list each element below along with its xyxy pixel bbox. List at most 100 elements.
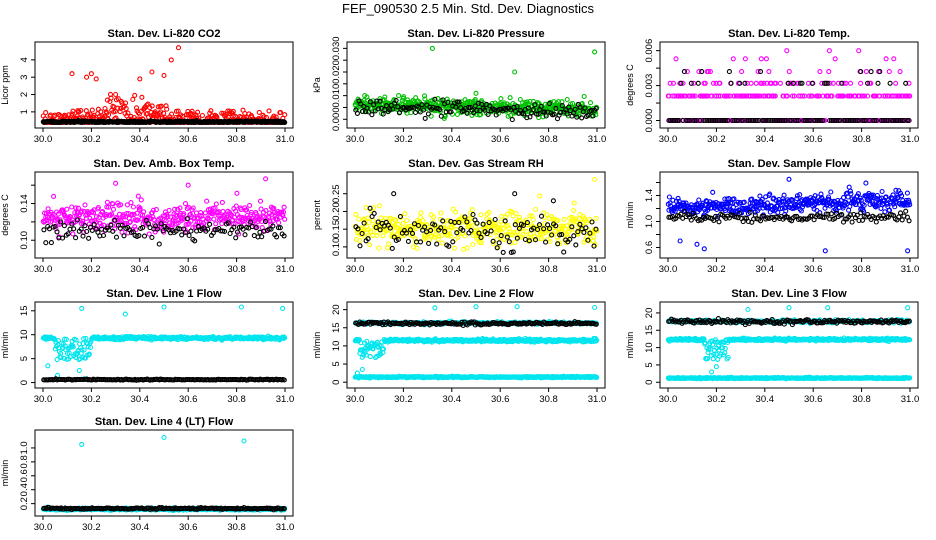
data-point [383, 103, 390, 109]
y-tick-label: 2 [19, 92, 30, 97]
data-point [501, 100, 507, 106]
y-tick-label: 0.10 [19, 231, 30, 250]
data-point [370, 218, 376, 224]
x-tick-label: 30.2 [82, 264, 101, 275]
data-point [858, 80, 864, 86]
data-point [280, 305, 286, 311]
data-point [48, 240, 54, 246]
data-point [61, 223, 67, 229]
data-point [135, 193, 141, 199]
data-point [592, 176, 598, 183]
data-point [370, 232, 376, 238]
x-tick-label: 30.4 [131, 394, 150, 405]
data-point [122, 311, 128, 317]
data-point [125, 110, 131, 116]
data-point [849, 219, 855, 225]
data-point [537, 193, 543, 199]
data-point [213, 201, 219, 207]
data-point [412, 109, 419, 116]
x-tick-label: 30.4 [443, 394, 462, 405]
data-point [582, 105, 588, 111]
data-point [512, 239, 518, 245]
y-tick-label: 15 [19, 305, 30, 316]
data-point [509, 117, 515, 123]
x-tick-label: 30.6 [804, 264, 823, 275]
data-point [550, 198, 556, 204]
data-point [716, 93, 722, 99]
data-point [207, 221, 213, 227]
data-point [535, 111, 541, 117]
data-point [521, 111, 527, 117]
data-point [175, 45, 182, 51]
data-point [847, 80, 854, 86]
data-point [453, 104, 459, 110]
y-tick-label: 4 [19, 57, 30, 62]
plot-frame [34, 41, 294, 129]
data-point [78, 108, 84, 114]
y-tick-label: 1 [19, 109, 30, 114]
x-tick-label: 30.8 [539, 394, 558, 405]
data-point [89, 107, 95, 113]
data-point [164, 106, 170, 112]
data-point [786, 176, 792, 182]
data-point [367, 354, 373, 360]
y-tick-label: 1.0 [644, 215, 655, 228]
data-point [861, 93, 868, 99]
data-point [903, 208, 909, 214]
data-point [694, 241, 700, 247]
x-tick-label: 30.4 [756, 134, 775, 145]
data-point [477, 108, 483, 114]
data-point [390, 106, 396, 112]
data-point [166, 207, 172, 213]
data-point [366, 109, 372, 115]
x-tick-label: 30.0 [659, 264, 678, 275]
data-point [113, 91, 119, 98]
data-point [108, 95, 114, 101]
data-point [421, 107, 427, 113]
x-tick-label: 31.0 [276, 264, 295, 275]
data-point [266, 108, 272, 114]
x-tick-label: 30.0 [34, 134, 53, 145]
data-point [422, 115, 428, 121]
data-point [679, 93, 685, 99]
data-point [233, 235, 239, 241]
data-point [353, 211, 359, 217]
data-point [121, 233, 127, 239]
data-point [469, 207, 475, 213]
data-point [456, 99, 462, 105]
x-tick-label: 31.0 [901, 264, 920, 275]
data-point [775, 209, 781, 216]
data-point [277, 109, 284, 115]
y-tick-label: 1.4 [644, 189, 655, 202]
data-point [701, 246, 707, 252]
data-point [757, 93, 763, 99]
data-point [766, 69, 772, 75]
data-point [45, 206, 51, 212]
data-point [562, 107, 569, 113]
data-point [567, 108, 573, 114]
data-point [473, 304, 479, 310]
x-tick-label: 31.0 [901, 134, 920, 145]
data-point [369, 112, 375, 118]
data-point [211, 216, 217, 222]
data-point [161, 72, 167, 79]
data-point [891, 56, 897, 62]
x-tick-label: 30.6 [491, 394, 510, 405]
data-point [561, 217, 567, 223]
y-tick-label: 0.003 [644, 74, 655, 98]
x-tick-label: 30.0 [346, 264, 365, 275]
data-point [581, 93, 587, 100]
data-point [233, 203, 239, 209]
page-title: FEF_090530 2.5 Min. Std. Dev. Diagnostic… [342, 1, 594, 16]
data-point [471, 110, 477, 116]
y-tick-label: 0.20 [331, 202, 342, 221]
data-point [396, 93, 402, 99]
data-point [564, 111, 570, 117]
data-point [418, 210, 424, 216]
data-point [784, 93, 790, 99]
x-tick-label: 31.0 [588, 264, 607, 275]
data-point [199, 112, 205, 119]
data-point [112, 108, 118, 114]
data-point [185, 182, 191, 188]
